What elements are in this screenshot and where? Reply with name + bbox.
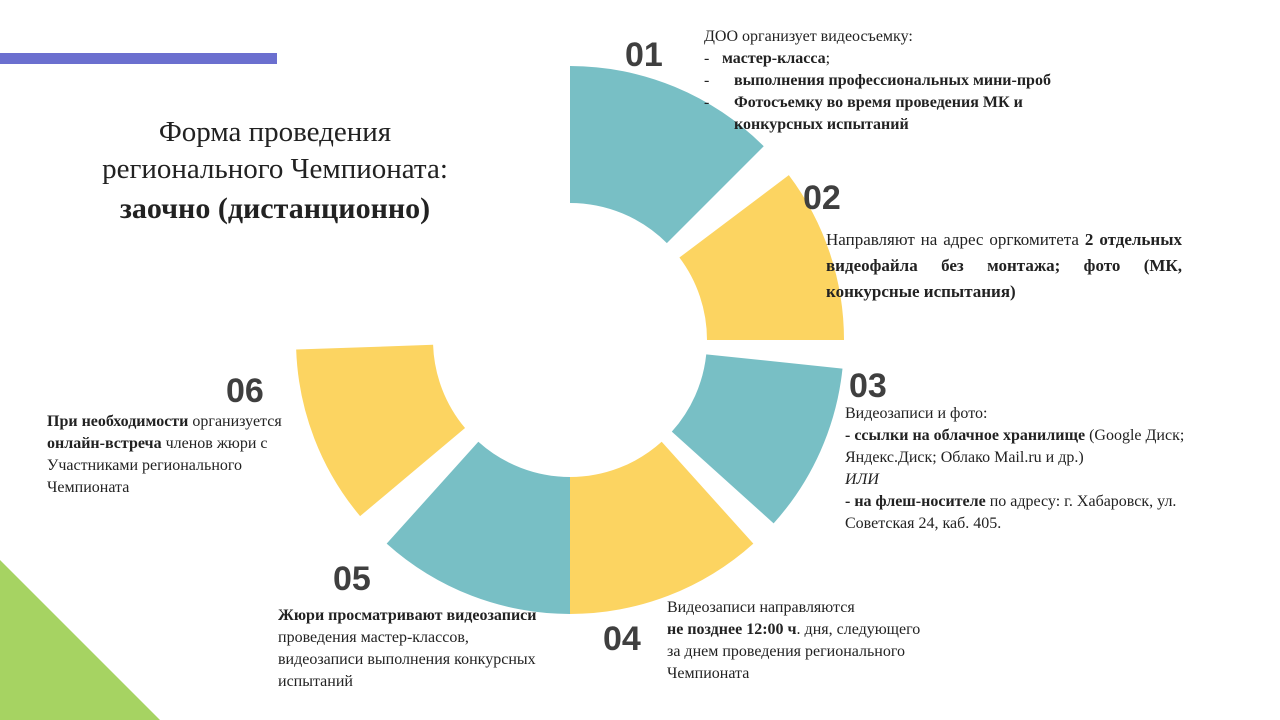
- step-number-02: 02: [803, 179, 841, 217]
- ring-segment-05: [386, 441, 570, 614]
- accent-bar: [0, 53, 277, 64]
- step-number-05: 05: [333, 560, 371, 598]
- step-01-intro: ДОО организует видеосъемку:: [704, 28, 913, 45]
- title-line-2: регионального Чемпионата:: [102, 153, 448, 185]
- step-text-04: Видеозаписи направляются не позднее 12:0…: [667, 599, 921, 682]
- ring-segment-06: [296, 344, 466, 517]
- ring-segment-01: [570, 66, 764, 244]
- title-line-3: заочно (дистанционно): [119, 192, 431, 225]
- step-text-01: ДОО организует видеосъемку: - мастер-клас…: [704, 26, 1124, 136]
- step-text-02: Направляют на адрес оргкомитета 2 отдель…: [826, 230, 1182, 301]
- title-line-1: Форма проведения: [158, 116, 392, 148]
- step-text-03: Видеозаписи и фото: - ссылки на облачное…: [845, 405, 1185, 532]
- step-number-01: 01: [625, 36, 663, 74]
- step-text-06: При необходимости организуется онлайн-вс…: [47, 413, 282, 496]
- step-number-04: 04: [603, 620, 641, 658]
- step-01-item: - Фотосъемку во время проведения МК и кон…: [704, 94, 1023, 133]
- step-number-03: 03: [849, 367, 887, 405]
- step-01-item: - мастер-класса;: [704, 50, 831, 67]
- page-title: Форма проведения регионального Чемпионат…: [60, 114, 490, 227]
- step-text-05: Жюри просматривают видеозаписи проведени…: [278, 607, 537, 690]
- step-01-item: - выполнения профессиональных мини-проб: [704, 72, 1051, 89]
- step-number-06: 06: [226, 372, 264, 410]
- ring-segment-04: [570, 441, 754, 614]
- ring-segment-02: [679, 175, 844, 340]
- ring-segment-03: [671, 354, 843, 524]
